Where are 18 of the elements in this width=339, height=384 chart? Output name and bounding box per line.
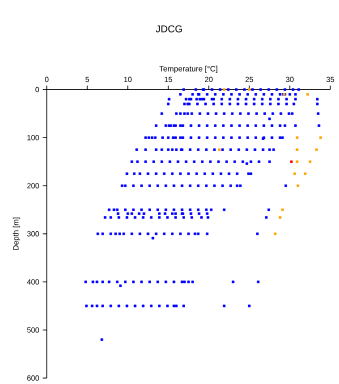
point bbox=[308, 160, 312, 163]
chart-title: JDCG bbox=[156, 25, 182, 32]
point bbox=[296, 184, 300, 188]
point bbox=[304, 172, 306, 175]
point bbox=[281, 208, 284, 212]
point bbox=[296, 160, 298, 163]
point bbox=[248, 88, 250, 91]
point bbox=[218, 148, 220, 151]
point bbox=[222, 88, 226, 91]
point bbox=[290, 160, 293, 163]
point bbox=[319, 136, 322, 139]
point bbox=[274, 232, 276, 236]
point bbox=[278, 216, 282, 219]
point bbox=[306, 93, 309, 96]
point bbox=[296, 136, 298, 139]
point bbox=[293, 172, 296, 175]
point bbox=[315, 148, 318, 151]
point bbox=[296, 148, 298, 151]
